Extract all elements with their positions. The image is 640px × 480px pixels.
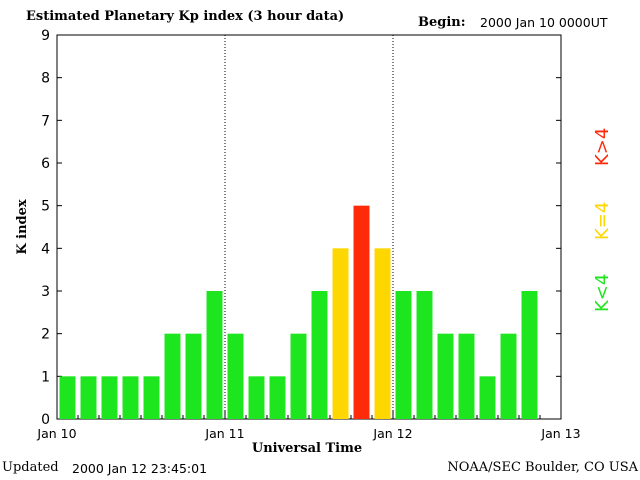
kp-bar bbox=[143, 376, 160, 419]
y-tick-label: 9 bbox=[41, 28, 50, 44]
x-tick-label: Jan 12 bbox=[372, 426, 412, 441]
kp-bar bbox=[59, 376, 76, 419]
x-tick-label: Jan 13 bbox=[540, 426, 580, 441]
kp-bar bbox=[521, 291, 538, 419]
kp-bar bbox=[164, 333, 181, 419]
y-tick-label: 8 bbox=[41, 71, 50, 87]
y-tick-label: 0 bbox=[41, 412, 50, 428]
kp-bar bbox=[500, 333, 517, 419]
kp-bar bbox=[479, 376, 496, 419]
x-axis-label: Universal Time bbox=[252, 441, 362, 456]
plot-frame bbox=[56, 34, 562, 420]
kp-bar bbox=[290, 333, 307, 419]
chart-title: Estimated Planetary Kp index (3 hour dat… bbox=[26, 9, 345, 24]
y-tick-label: 3 bbox=[41, 284, 50, 300]
kp-bar bbox=[80, 376, 97, 419]
kp-bar bbox=[101, 376, 118, 419]
kp-bar bbox=[122, 376, 139, 419]
x-tick-label: Jan 10 bbox=[36, 426, 76, 441]
credit-text: NOAA/SEC Boulder, CO USA bbox=[447, 460, 638, 475]
legend-low: K<4 bbox=[592, 273, 613, 312]
x-tick-label: Jan 11 bbox=[204, 426, 244, 441]
kp-bar bbox=[458, 333, 475, 419]
y-tick-label: 1 bbox=[41, 369, 50, 385]
y-tick-label: 2 bbox=[41, 327, 50, 343]
kp-bar bbox=[374, 248, 391, 419]
kp-bar bbox=[269, 376, 286, 419]
kp-bar bbox=[311, 291, 328, 419]
kp-bar bbox=[353, 205, 370, 419]
kp-bar bbox=[227, 333, 244, 419]
kp-bar bbox=[248, 376, 265, 419]
updated-label: Updated bbox=[2, 460, 59, 475]
kp-bar bbox=[332, 248, 349, 419]
legend-high: K>4 bbox=[592, 127, 613, 166]
y-tick-label: 5 bbox=[41, 199, 50, 215]
y-tick-label: 4 bbox=[41, 241, 50, 257]
begin-value: 2000 Jan 10 0000UT bbox=[480, 15, 608, 30]
begin-label: Begin: bbox=[418, 15, 466, 30]
kp-bar bbox=[416, 291, 433, 419]
y-tick-label: 7 bbox=[41, 113, 50, 129]
kp-bar bbox=[395, 291, 412, 419]
kp-bar bbox=[437, 333, 454, 419]
y-axis-label: K index bbox=[15, 199, 30, 255]
kp-bar bbox=[185, 333, 202, 419]
updated-value: 2000 Jan 12 23:45:01 bbox=[72, 461, 208, 476]
kp-bar bbox=[206, 291, 223, 419]
legend-mid: K=4 bbox=[592, 201, 613, 240]
y-tick-label: 6 bbox=[41, 156, 50, 172]
